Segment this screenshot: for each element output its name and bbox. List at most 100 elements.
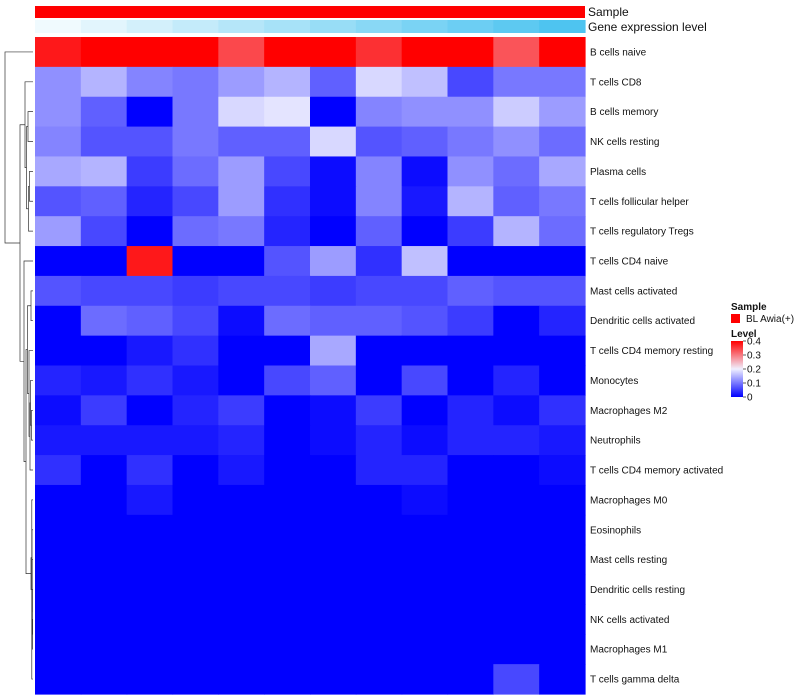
heatmap-cell (35, 305, 82, 337)
heatmap-cell (80, 96, 128, 128)
heatmap-cell (355, 335, 403, 367)
heatmap-cell (35, 37, 82, 68)
heatmap-cell (355, 395, 403, 426)
heatmap-cell (80, 634, 128, 665)
annotation-expression-cell (218, 20, 265, 33)
heatmap-cell (310, 216, 357, 247)
heatmap-cell (539, 365, 586, 396)
heatmap-cell (35, 156, 82, 187)
heatmap-cell (447, 664, 494, 695)
heatmap-cell (264, 574, 311, 606)
heatmap-cell (218, 634, 265, 665)
heatmap-cell (493, 96, 540, 128)
heatmap-cell (264, 514, 311, 546)
heatmap-cell (126, 335, 174, 367)
row-label: T cells regulatory Tregs (590, 227, 694, 238)
heatmap-cell (355, 305, 403, 337)
heatmap-cell (264, 96, 311, 128)
heatmap-cell (126, 37, 174, 68)
heatmap-cell (172, 544, 219, 576)
heatmap-cell (172, 246, 219, 277)
heatmap-cell (172, 574, 219, 606)
heatmap-cell (310, 484, 357, 516)
heatmap-cell (80, 216, 128, 247)
heatmap-cell (355, 484, 403, 516)
heatmap-cell (310, 574, 357, 606)
row-label: Mast cells activated (590, 286, 677, 297)
heatmap-cell (355, 126, 403, 158)
heatmap-cell (218, 604, 265, 635)
row-label: Macrophages M0 (590, 495, 668, 506)
heatmap-cell (218, 395, 265, 426)
heatmap-cell (172, 216, 219, 247)
heatmap-cell (447, 544, 494, 576)
annotation-sample-label: Sample (588, 5, 629, 19)
heatmap-cell (493, 305, 540, 337)
heatmap-cell (401, 305, 449, 337)
heatmap-cell (35, 216, 82, 247)
heatmap-cell (126, 126, 174, 158)
heatmap-cell (264, 544, 311, 576)
heatmap-cell (218, 664, 265, 695)
heatmap-cell (172, 275, 219, 307)
heatmap-cell (218, 156, 265, 187)
heatmap-cell (126, 305, 174, 337)
heatmap-cell (264, 305, 311, 337)
heatmap-cell (447, 335, 494, 367)
heatmap-cell (126, 484, 174, 516)
heatmap-cell (172, 664, 219, 695)
heatmap-cell (172, 96, 219, 128)
heatmap-cell (126, 96, 174, 128)
heatmap-cell (310, 425, 357, 456)
row-label: Dendritic cells resting (590, 585, 685, 596)
heatmap-cell (539, 514, 586, 546)
heatmap-cell (264, 66, 311, 98)
heatmap-cell (355, 365, 403, 396)
row-label: T cells CD4 naive (590, 256, 669, 267)
heatmap-cell (310, 604, 357, 635)
heatmap-cell (264, 395, 311, 426)
heatmap-cell (172, 126, 219, 158)
annotation-expression-cell (401, 20, 449, 33)
heatmap-cell (493, 66, 540, 98)
heatmap-cell (264, 37, 311, 68)
heatmap-cell (172, 604, 219, 635)
heatmap-cell (355, 514, 403, 546)
heatmap-cell (493, 604, 540, 635)
heatmap-cell (401, 395, 449, 426)
heatmap-cell (539, 484, 586, 516)
heatmap-cell (80, 514, 128, 546)
heatmap-cell (218, 186, 265, 217)
heatmap-cell (172, 37, 219, 68)
heatmap-cell (172, 156, 219, 187)
heatmap-cell (539, 186, 586, 217)
heatmap-cell (539, 37, 586, 68)
heatmap-cell (310, 37, 357, 68)
row-label: Monocytes (590, 376, 638, 387)
heatmap-cell (401, 37, 449, 68)
heatmap-cell (310, 156, 357, 187)
annotation-expression-cell (172, 20, 219, 33)
row-label: B cells naive (590, 47, 647, 58)
heatmap-cell (493, 634, 540, 665)
heatmap-cell (35, 246, 82, 277)
heatmap-cell (310, 186, 357, 217)
heatmap-cell (80, 246, 128, 277)
heatmap-cell (355, 156, 403, 187)
heatmap-cell (80, 305, 128, 337)
row-label: Mast cells resting (590, 555, 667, 566)
legend-tick-label: 0.1 (747, 379, 761, 390)
heatmap-cell (264, 664, 311, 695)
heatmap-cell (401, 96, 449, 128)
heatmap-cell (126, 664, 174, 695)
annotation-expression-cell (493, 20, 540, 33)
heatmap-cell (80, 365, 128, 396)
heatmap-cell (493, 365, 540, 396)
heatmap-cell (35, 574, 82, 606)
heatmap-cell (493, 275, 540, 307)
legend-level-title: Level (731, 329, 757, 340)
heatmap-cell (447, 425, 494, 456)
heatmap-cell (401, 574, 449, 606)
heatmap-cell (218, 37, 265, 68)
heatmap-cell (447, 365, 494, 396)
